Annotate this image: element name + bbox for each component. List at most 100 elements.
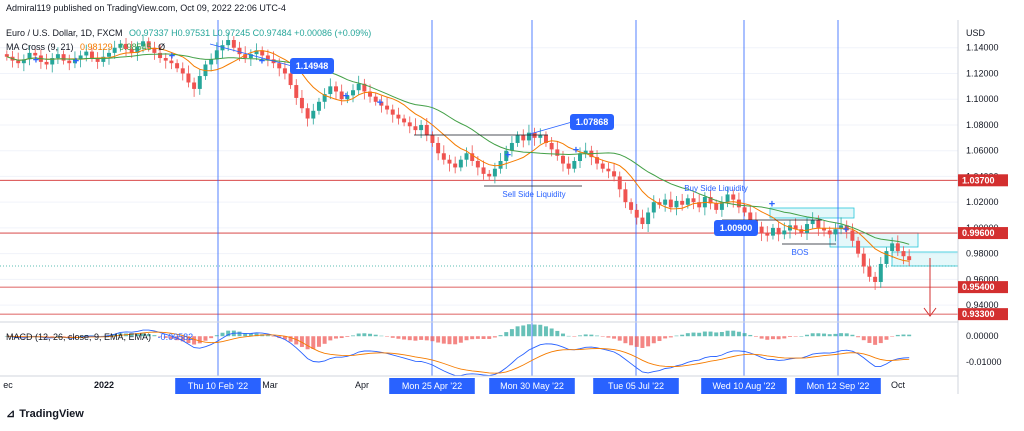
brand-name: TradingView: [19, 408, 84, 420]
candle-body: [793, 225, 798, 230]
price-callout-box: [570, 114, 614, 130]
macd-histogram-bar: [407, 336, 412, 341]
candle-body: [765, 233, 770, 236]
candle-body: [634, 209, 639, 218]
macd-histogram-bar: [827, 334, 832, 337]
macd-histogram-bar: [203, 336, 208, 341]
macd-histogram-bar: [118, 333, 123, 337]
candle-body: [509, 142, 514, 151]
candle-body: [736, 199, 741, 208]
macd-histogram-bar: [481, 336, 486, 339]
macd-histogram-bar: [578, 335, 582, 337]
macd-histogram-bar: [436, 336, 441, 343]
candle-body: [294, 85, 299, 98]
macd-histogram-bar: [680, 334, 685, 337]
macd-histogram-bar: [810, 333, 815, 337]
macd-histogram-bar: [697, 332, 702, 337]
macd-histogram-bar: [135, 334, 140, 337]
macd-histogram-bar: [169, 336, 174, 339]
candle-body: [810, 220, 815, 225]
macd-histogram-bar: [339, 336, 344, 339]
candle-body: [623, 189, 628, 203]
macd-histogram-bar: [379, 335, 384, 337]
candle-body: [725, 194, 730, 203]
ma-visibility-icon[interactable]: Ø: [158, 42, 166, 52]
candle-body: [197, 76, 202, 89]
macd-histogram-bar: [691, 332, 696, 337]
ma-cross-marker: +: [169, 50, 175, 62]
price-tick-label: 0.94000: [966, 300, 999, 310]
macd-histogram-bar: [543, 326, 548, 337]
candle-body: [163, 58, 168, 61]
ma-label[interactable]: MA Cross (9, 21): [6, 42, 74, 52]
candle-body: [606, 168, 611, 172]
price-level-label: 0.93300: [962, 309, 995, 319]
macd-histogram-bar: [447, 336, 452, 345]
candle-body: [402, 118, 407, 123]
tradingview-logo[interactable]: ⊿ TradingView: [6, 407, 88, 420]
macd-histogram-bar: [629, 336, 634, 346]
candle-body: [884, 251, 889, 264]
macd-histogram-bar: [844, 333, 849, 337]
candle-body: [33, 52, 38, 56]
macd-histogram-bar: [742, 333, 747, 337]
macd-histogram-bar: [856, 336, 861, 338]
candle-body: [895, 243, 900, 252]
macd-histogram-bar: [129, 334, 134, 337]
target-arrow-head: [923, 307, 937, 317]
candle-body: [192, 82, 197, 89]
candle-body: [419, 124, 424, 131]
macd-histogram-bar: [180, 336, 185, 342]
candle-body: [583, 150, 588, 154]
macd-histogram-bar: [521, 325, 526, 337]
macd-histogram-bar: [498, 335, 503, 337]
candle-body: [55, 54, 60, 59]
macd-histogram-bar: [458, 336, 463, 343]
macd-histogram-bar: [248, 333, 253, 337]
price-level-tag: [958, 281, 1008, 294]
candle-body: [305, 108, 310, 119]
macd-histogram-bar: [816, 333, 821, 337]
candle-body: [816, 220, 821, 228]
macd-histogram-bar: [413, 336, 418, 341]
candle-body: [708, 197, 713, 204]
macd-histogram-bar: [362, 333, 367, 337]
macd-histogram-bar: [271, 336, 276, 337]
macd-histogram-bar: [867, 336, 872, 343]
macd-histogram-bar: [640, 336, 645, 348]
macd-label[interactable]: MACD (12, 26, close, 9, EMA, EMA): [6, 332, 152, 342]
candle-body: [424, 124, 429, 136]
symbol-name[interactable]: Euro / U.S. Dollar, 1D, FXCM: [6, 28, 123, 38]
macd-signal-line: [6, 331, 910, 374]
candle-body: [663, 199, 668, 205]
macd-histogram-bar: [907, 334, 912, 337]
price-callout-box: [290, 58, 334, 74]
ohlc-values: O0.97337 H0.97531 L0.97245 C0.97484 +0.0…: [129, 28, 372, 38]
macd-histogram-bar: [646, 336, 651, 347]
candle-body: [453, 163, 458, 168]
macd-histogram-bar: [390, 336, 395, 338]
candle-body: [674, 200, 679, 208]
candle-body: [407, 122, 412, 127]
ma-legend: MA Cross (9, 21) 0.98129 0.98545 Ø: [6, 42, 169, 52]
macd-histogram-bar: [782, 336, 787, 339]
macd-histogram-bar: [487, 336, 492, 339]
price-level-tag: [958, 308, 1008, 321]
date-marker-label: Mon 25 Apr '22: [402, 381, 462, 391]
macd-histogram-bar: [396, 336, 401, 339]
candle-body: [668, 199, 673, 208]
candle-body: [776, 227, 781, 235]
candle-body: [368, 91, 373, 97]
macd-histogram-bar: [634, 336, 639, 347]
candle-body: [265, 55, 270, 60]
candle-body: [288, 73, 293, 86]
candle-body: [515, 135, 520, 143]
macd-histogram-bar: [345, 336, 350, 337]
candle-body: [555, 149, 560, 156]
date-marker-tag: [795, 378, 881, 394]
macd-histogram-bar: [192, 336, 197, 345]
date-marker-tag: [389, 378, 475, 394]
macd-histogram-bar: [595, 335, 600, 337]
macd-histogram-bar: [402, 336, 407, 340]
